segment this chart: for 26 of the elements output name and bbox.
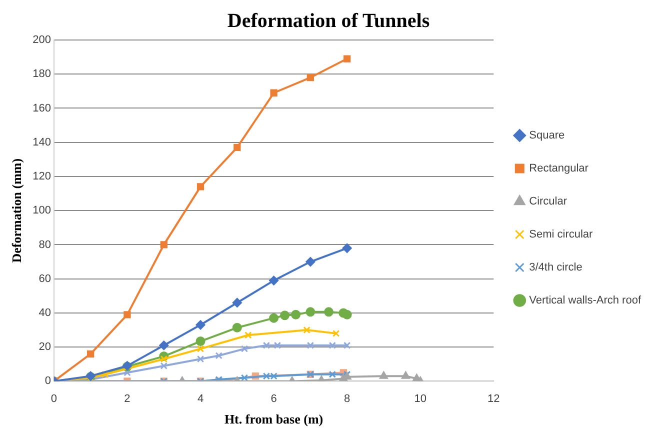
y-tick-label: 180 — [32, 68, 51, 80]
y-tick-label: 100 — [32, 204, 51, 217]
legend-label: Vertical walls-Arch roof — [529, 294, 642, 307]
y-tick-label: 200 — [32, 34, 51, 46]
legend-label: Rectangular — [529, 162, 589, 175]
y-tick-label: 60 — [38, 272, 51, 285]
x-axis-title: Ht. from base (m) — [224, 412, 324, 427]
y-tick-label: 120 — [32, 170, 51, 183]
legend-label: Semi circular — [529, 228, 594, 241]
y-tick-label: 20 — [38, 341, 51, 354]
y-tick-label: 40 — [38, 306, 51, 319]
y-tick-label: 0 — [44, 375, 51, 388]
x-tick-label: 2 — [124, 392, 130, 405]
chart-title: Deformation of Tunnels — [227, 10, 430, 32]
y-tick-label: 80 — [38, 238, 51, 251]
x-tick-label: 6 — [270, 392, 277, 405]
x-tick-label: 8 — [344, 392, 350, 405]
legend-label: Circular — [529, 196, 568, 208]
y-axis-title: Deformation (mm) — [9, 158, 24, 263]
x-tick-label: 12 — [488, 392, 500, 405]
y-tick-label: 160 — [32, 102, 51, 114]
y-tick-label: 140 — [32, 136, 51, 148]
legend-label: 3/4th circle — [529, 262, 582, 274]
legend-label: Square — [529, 130, 565, 142]
x-tick-label: 4 — [197, 392, 204, 405]
x-tick-label: 10 — [414, 392, 426, 405]
